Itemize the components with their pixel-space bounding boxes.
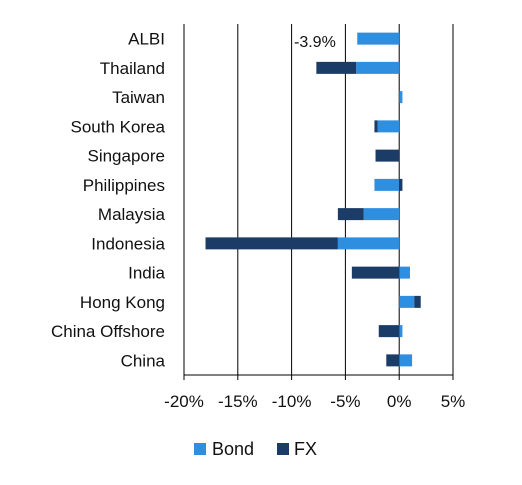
category-label: China <box>121 351 166 370</box>
bar-bond <box>356 61 400 74</box>
bar-fx <box>386 354 400 367</box>
category-label: South Korea <box>70 117 165 136</box>
legend-swatch-fx <box>277 443 289 455</box>
x-axis-ticks: -20% -15% -10% -5% 0% 5% <box>164 392 465 411</box>
legend-label-fx: FX <box>294 439 317 459</box>
legend: Bond FX <box>194 439 317 459</box>
bar-bond <box>363 208 400 221</box>
bar-fx <box>205 237 338 250</box>
category-label: Philippines <box>83 176 165 195</box>
grid-lines <box>183 24 454 380</box>
bar-bond <box>399 325 403 338</box>
bar-bond <box>399 91 403 104</box>
category-label: Malaysia <box>98 205 166 224</box>
x-tick-label: -15% <box>218 392 258 411</box>
category-label: China Offshore <box>51 322 165 341</box>
category-label: Taiwan <box>112 88 165 107</box>
category-label: India <box>128 264 165 283</box>
legend-label-bond: Bond <box>212 439 254 459</box>
bar-bond <box>399 354 413 367</box>
bars <box>205 32 421 367</box>
category-label: Thailand <box>100 59 165 78</box>
bar-bond <box>337 237 400 250</box>
bar-fx <box>414 295 421 308</box>
category-label: Hong Kong <box>80 293 165 312</box>
category-labels: ALBI Thailand Taiwan South Korea Singapore Ph… <box>51 30 166 371</box>
bar-fx <box>399 178 403 191</box>
bar-fx <box>374 120 378 133</box>
legend-swatch-bond <box>194 443 206 455</box>
x-tick-label: 0% <box>387 392 412 411</box>
bar-bond <box>377 120 400 133</box>
x-tick-label: -20% <box>164 392 204 411</box>
bar-bond <box>399 295 415 308</box>
bar-fx <box>378 325 400 338</box>
bar-fx <box>316 61 357 74</box>
category-label: Indonesia <box>91 234 165 253</box>
bar-fx <box>351 266 400 279</box>
x-tick-label: -10% <box>272 392 312 411</box>
x-tick-label: -5% <box>330 392 360 411</box>
x-tick-label: 5% <box>441 392 466 411</box>
albi-value-label: -3.9% <box>294 34 336 51</box>
bar-bond <box>399 266 410 279</box>
bar-fx <box>375 149 400 162</box>
category-label: Singapore <box>87 147 165 166</box>
bar-fx <box>337 208 364 221</box>
bar-bond <box>357 32 400 45</box>
bar-bond <box>374 178 400 191</box>
category-label: ALBI <box>128 30 165 49</box>
